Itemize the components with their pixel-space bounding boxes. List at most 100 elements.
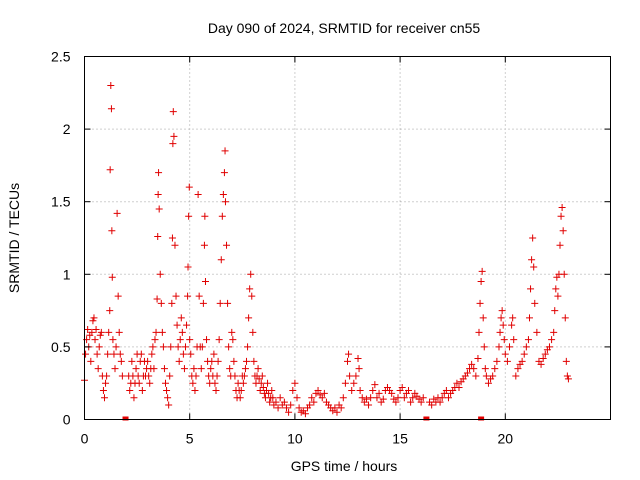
data-point <box>224 299 232 307</box>
data-point <box>557 212 565 220</box>
data-point <box>562 357 570 365</box>
data-point <box>102 379 110 387</box>
data-point <box>564 375 572 383</box>
plot-frame <box>84 56 611 420</box>
data-point <box>442 386 450 394</box>
data-point <box>87 357 95 365</box>
data-point <box>158 328 166 336</box>
data-point <box>198 343 206 351</box>
data-point <box>346 372 354 380</box>
data-point <box>497 314 505 322</box>
data-point <box>524 336 532 344</box>
data-point <box>475 328 483 336</box>
x-tick-label: 0 <box>81 431 89 447</box>
data-point <box>107 105 115 113</box>
data-point <box>548 336 556 344</box>
data-point <box>506 343 514 351</box>
data-point <box>280 398 288 406</box>
y-tick-label: 1.5 <box>51 194 71 210</box>
data-point <box>514 365 522 373</box>
data-point <box>308 394 316 402</box>
data-point <box>149 343 157 351</box>
data-point <box>107 82 115 90</box>
data-point <box>169 140 177 148</box>
data-point <box>484 379 492 387</box>
x-tick-label: 15 <box>392 431 408 447</box>
data-point <box>291 379 299 387</box>
data-point <box>118 372 126 380</box>
y-tick-label: 1 <box>63 266 71 282</box>
data-point <box>551 307 559 315</box>
data-point <box>339 394 347 402</box>
data-point <box>173 321 181 329</box>
data-point <box>558 204 566 212</box>
data-gap-marker <box>423 416 430 421</box>
data-point <box>200 241 208 249</box>
data-point <box>245 314 253 322</box>
data-point <box>146 379 154 387</box>
data-point <box>481 365 489 373</box>
data-point <box>333 408 341 416</box>
data-point <box>219 190 227 198</box>
data-point <box>157 299 165 307</box>
y-tick-label: 2 <box>63 121 71 137</box>
data-point <box>482 372 490 380</box>
data-point <box>103 372 111 380</box>
data-point <box>559 227 567 235</box>
data-point <box>355 365 363 373</box>
data-point <box>371 381 379 389</box>
data-point <box>95 343 103 351</box>
data-point <box>213 372 221 380</box>
data-point <box>116 350 124 358</box>
data-point <box>348 386 356 394</box>
data-point <box>453 379 461 387</box>
data-point <box>499 321 507 329</box>
data-point <box>533 328 541 336</box>
data-point <box>229 336 237 344</box>
data-point <box>104 350 112 358</box>
data-point <box>230 357 238 365</box>
data-point <box>274 404 282 412</box>
data-point <box>310 398 318 406</box>
data-point <box>259 384 267 392</box>
data-point <box>199 299 207 307</box>
data-point <box>94 365 102 373</box>
data-point <box>243 357 251 365</box>
data-point <box>169 108 177 116</box>
data-point <box>185 183 193 191</box>
data-point <box>154 190 162 198</box>
data-point <box>221 147 229 155</box>
data-point <box>394 394 402 402</box>
data-point <box>419 394 427 402</box>
data-point <box>472 372 480 380</box>
data-point <box>392 398 400 406</box>
data-point <box>509 314 517 322</box>
data-point <box>156 270 164 278</box>
data-point <box>518 357 526 365</box>
data-point <box>226 365 234 373</box>
data-point <box>436 398 444 406</box>
data-point <box>218 212 226 220</box>
data-point <box>455 384 463 392</box>
chart-title: Day 090 of 2024, SRMTID for receiver cn5… <box>208 20 481 36</box>
data-point <box>344 357 351 365</box>
data-point <box>174 343 182 351</box>
data-point <box>186 336 194 344</box>
data-point <box>109 336 117 344</box>
data-point <box>190 365 198 373</box>
data-point <box>178 328 186 336</box>
data-point <box>150 365 158 373</box>
data-point <box>223 241 231 249</box>
data-point <box>144 357 152 365</box>
data-point <box>189 379 197 387</box>
data-point <box>489 372 497 380</box>
data-point <box>276 394 284 402</box>
data-point <box>171 241 179 249</box>
data-point <box>228 328 236 336</box>
data-point <box>99 386 107 394</box>
data-gap-marker <box>478 416 485 421</box>
data-point <box>314 386 322 394</box>
data-point <box>93 350 101 358</box>
data-point <box>115 328 123 336</box>
